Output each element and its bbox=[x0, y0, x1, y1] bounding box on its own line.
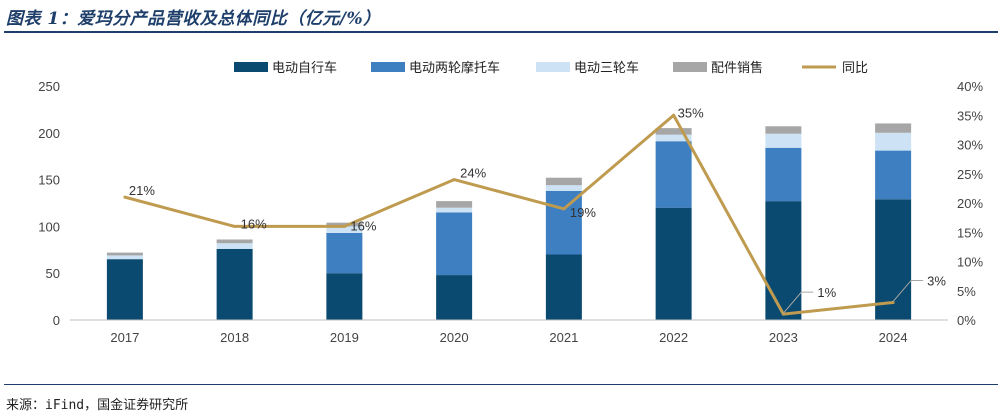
bar-segment bbox=[326, 222, 363, 227]
x-tick-label: 2020 bbox=[440, 330, 469, 345]
bottom-rule bbox=[4, 384, 998, 385]
legend: 电动自行车 电动两轮摩托车 电动三轮车 配件销售 同比 bbox=[234, 60, 868, 76]
bar-segment bbox=[545, 254, 582, 320]
y-left-tick-label: 150 bbox=[38, 173, 60, 188]
y-left-tick-label: 0 bbox=[53, 313, 60, 328]
yoy-line bbox=[123, 113, 895, 316]
y-right-tick-label: 35% bbox=[957, 108, 983, 123]
x-tick-label: 2024 bbox=[879, 330, 908, 345]
yoy-point bbox=[123, 195, 127, 199]
y-left-tick-label: 200 bbox=[38, 126, 60, 141]
x-axis: 2017 2018 2019 2020 2021 2022 2023 2024 bbox=[70, 319, 948, 345]
bar-segment bbox=[326, 232, 363, 274]
yoy-data-label: 16% bbox=[350, 218, 376, 233]
legend-label: 配件销售 bbox=[711, 60, 763, 76]
chart: 电动自行车 电动两轮摩托车 电动三轮车 配件销售 同比 050100150200250 … bbox=[38, 60, 983, 345]
bar-segment bbox=[655, 128, 692, 135]
y-right-tick-label: 20% bbox=[957, 196, 983, 211]
yoy-data-label: 24% bbox=[460, 166, 486, 181]
legend-swatch bbox=[234, 62, 268, 72]
x-tick-label: 2017 bbox=[110, 330, 139, 345]
bar-segment bbox=[875, 132, 912, 151]
bar-segment bbox=[545, 177, 582, 186]
y-axis-right: 0% 5% 10% 15% 20% 25% 30% 35% 40% bbox=[957, 79, 983, 328]
x-tick-label: 2022 bbox=[659, 330, 688, 345]
yoy-data-label: 35% bbox=[678, 105, 704, 120]
bar-segment bbox=[655, 134, 692, 142]
bars bbox=[106, 123, 912, 320]
x-tick-label: 2019 bbox=[330, 330, 359, 345]
y-left-tick-label: 250 bbox=[38, 79, 60, 94]
title-rule bbox=[4, 31, 998, 33]
bar-segment bbox=[545, 190, 582, 255]
legend-swatch bbox=[673, 62, 707, 72]
x-tick-label: 2018 bbox=[220, 330, 249, 345]
yoy-point bbox=[342, 224, 346, 228]
yoy-point bbox=[672, 113, 676, 117]
bar-segment bbox=[765, 147, 802, 202]
bar-segment bbox=[216, 239, 253, 244]
y-right-tick-label: 15% bbox=[957, 225, 983, 240]
yoy-data-label: 21% bbox=[129, 183, 155, 198]
x-tick-label: 2023 bbox=[769, 330, 798, 345]
bar-segment bbox=[875, 199, 912, 320]
figure-title: 图表 1：爱玛分产品营收及总体同比（亿元/%） bbox=[6, 9, 381, 29]
bar-segment bbox=[655, 141, 692, 208]
yoy-data-label: 1% bbox=[817, 285, 836, 300]
y-right-tick-label: 0% bbox=[957, 313, 976, 328]
y-right-tick-label: 5% bbox=[957, 284, 976, 299]
yoy-point bbox=[562, 207, 566, 211]
source-note: 来源：iFind，国金证券研究所 bbox=[6, 398, 189, 413]
y-right-tick-label: 10% bbox=[957, 255, 983, 270]
y-left-tick-label: 100 bbox=[38, 219, 60, 234]
bar-segment bbox=[436, 207, 473, 213]
bar-segment bbox=[216, 243, 253, 249]
y-axis-left: 0 50 100 150 200 250 bbox=[38, 79, 60, 328]
yoy-data-label: 16% bbox=[241, 216, 267, 231]
leader-line bbox=[782, 291, 814, 314]
legend-swatch bbox=[536, 62, 570, 72]
legend-label: 同比 bbox=[842, 61, 868, 76]
y-right-tick-label: 40% bbox=[957, 79, 983, 94]
bar-segment bbox=[436, 201, 473, 208]
data-labels: 21% 16% 16% 24% 19% 35% 1% 3% bbox=[129, 105, 946, 314]
yoy-point bbox=[781, 312, 785, 316]
bar-segment bbox=[106, 255, 143, 260]
yoy-point bbox=[891, 300, 895, 304]
bar-segment bbox=[106, 252, 143, 256]
yoy-data-label: 3% bbox=[927, 273, 946, 288]
y-right-tick-label: 30% bbox=[957, 138, 983, 153]
legend-label: 电动两轮摩托车 bbox=[409, 60, 500, 76]
bar-segment bbox=[765, 201, 802, 320]
leader-line bbox=[892, 279, 924, 302]
bar-segment bbox=[765, 133, 802, 148]
legend-label: 电动自行车 bbox=[272, 60, 337, 76]
yoy-point bbox=[452, 178, 456, 182]
legend-label: 电动三轮车 bbox=[574, 60, 639, 76]
yoy-line-path bbox=[124, 113, 894, 316]
bar-segment bbox=[875, 123, 912, 133]
x-tick-label: 2021 bbox=[549, 330, 578, 345]
bar-segment bbox=[326, 273, 363, 320]
bar-segment bbox=[436, 212, 473, 276]
legend-swatch bbox=[371, 62, 405, 72]
bar-segment bbox=[436, 275, 473, 320]
bar-segment bbox=[765, 126, 802, 134]
y-left-tick-label: 50 bbox=[46, 266, 60, 281]
bar-segment bbox=[216, 248, 253, 320]
bar-segment bbox=[545, 185, 582, 191]
yoy-point bbox=[233, 224, 237, 228]
yoy-data-label: 19% bbox=[570, 205, 596, 220]
bar-segment bbox=[106, 259, 143, 320]
y-right-tick-label: 25% bbox=[957, 167, 983, 182]
bar-segment bbox=[326, 226, 363, 233]
bar-segment bbox=[655, 207, 692, 320]
bar-segment bbox=[875, 150, 912, 200]
